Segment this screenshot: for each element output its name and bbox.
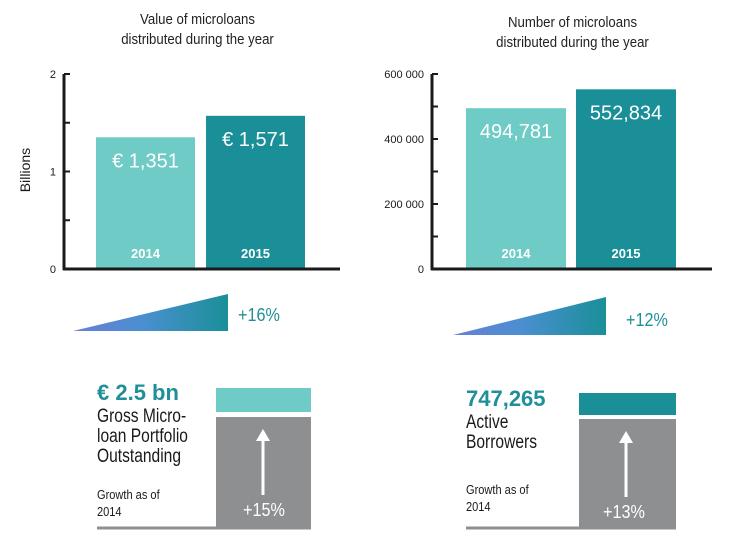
- bar-2014: [466, 108, 566, 270]
- bar-category-label: 2015: [241, 246, 270, 261]
- bar-2014: [96, 137, 195, 269]
- y-tick-label: 1: [50, 167, 56, 179]
- chart-title-line: Value of microloans: [140, 11, 255, 28]
- portfolio-label-line: loan Portfolio: [97, 426, 188, 447]
- chart-title-value: Value of microloans distributed during t…: [85, 10, 309, 50]
- bar-category-label: 2015: [612, 246, 641, 261]
- bar-data-label: € 1,571: [222, 129, 289, 151]
- growth-note-line: Growth as of: [97, 487, 160, 502]
- bar-data-label: 494,781: [480, 121, 552, 143]
- borrowers-label-line: Borrowers: [466, 432, 537, 453]
- growth-label-number: +12%: [626, 310, 668, 330]
- chart-title-number: Number of microloans distributed during …: [456, 13, 689, 53]
- bar-2015: [206, 115, 305, 269]
- bar-data-label: € 1,351: [112, 150, 179, 172]
- chart-title-line: distributed during the year: [496, 34, 649, 51]
- growth-note-line: 2014: [466, 499, 491, 514]
- y-tick-label: 0: [418, 264, 424, 276]
- bar-data-label: 552,834: [590, 102, 662, 124]
- portfolio-growth-note: Growth as of 2014: [97, 486, 199, 520]
- y-tick-label: 200 000: [384, 199, 424, 211]
- y-tick-label: 400 000: [384, 134, 424, 146]
- borrowers-growth-pct: +13%: [603, 502, 645, 522]
- portfolio-label: Gross Micro- loan Portfolio Outstanding: [97, 407, 220, 467]
- chart-title-line: distributed during the year: [121, 31, 274, 48]
- borrowers-value: 747,265: [466, 386, 546, 411]
- growth-arrow-head: [619, 431, 633, 443]
- growth-note-line: 2014: [97, 504, 122, 519]
- portfolio-label-line: Gross Micro-: [97, 406, 187, 427]
- bar-category-label: 2014: [131, 246, 161, 261]
- borrowers-label-line: Active: [466, 412, 509, 433]
- borrowers-growth-note: Growth as of 2014: [466, 481, 568, 515]
- portfolio-label-line: Outstanding: [97, 446, 182, 467]
- portfolio-growth-pct: +15%: [243, 500, 285, 520]
- growth-arrow-head: [256, 429, 270, 441]
- chart-title-line: Number of microloans: [507, 14, 638, 31]
- metric-cap-bar: [216, 388, 311, 412]
- y-tick-label: 0: [50, 264, 56, 276]
- growth-note-line: Growth as of: [466, 482, 529, 497]
- bar-2015: [576, 89, 676, 269]
- growth-label-value: +16%: [238, 305, 280, 325]
- borrowers-label: Active Borrowers: [466, 413, 589, 453]
- y-tick-label: 2: [50, 69, 56, 81]
- bar-category-label: 2014: [502, 246, 532, 261]
- metric-cap-bar: [579, 393, 676, 415]
- growth-wedge: [453, 297, 606, 335]
- y-tick-label: 600 000: [384, 69, 424, 81]
- portfolio-value: € 2.5 bn: [97, 380, 179, 405]
- growth-wedge: [73, 294, 228, 331]
- y-axis-label: Billions: [17, 148, 33, 192]
